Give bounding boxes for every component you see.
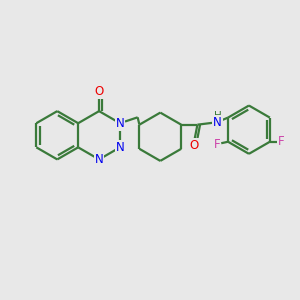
Text: N: N xyxy=(116,117,124,130)
Text: N: N xyxy=(116,141,124,154)
Text: O: O xyxy=(94,85,104,98)
Text: O: O xyxy=(189,139,199,152)
Text: N: N xyxy=(95,153,103,166)
Text: F: F xyxy=(278,135,284,148)
Text: F: F xyxy=(214,138,220,151)
Text: H: H xyxy=(214,111,221,121)
Text: N: N xyxy=(213,116,222,129)
